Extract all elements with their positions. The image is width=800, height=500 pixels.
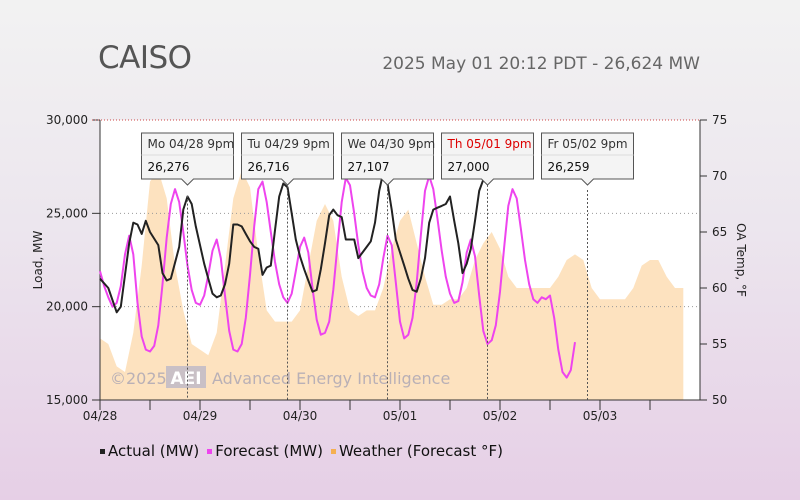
annotation-title: Fr 05/02 9pm (548, 137, 628, 151)
y-tick-label: 15,000 (46, 393, 88, 407)
chart-subtitle: 2025 May 01 20:12 PDT - 26,624 MW (382, 54, 700, 74)
annotation-value: 26,259 (548, 160, 590, 174)
y-axis-label: Load, MW (31, 231, 45, 290)
y2-tick-label: 75 (712, 113, 727, 127)
annotation-title: We 04/30 9pm (348, 137, 436, 151)
x-tick-label: 05/01 (383, 409, 418, 423)
annotation-callout-2: Tu 04/29 9pm 26,716 (241, 132, 334, 400)
watermark-company: Advanced Energy Intelligence (212, 369, 450, 388)
y2-tick-label: 70 (712, 169, 727, 183)
annotation-callout-4: Th 05/01 9pm 27,000 (441, 132, 534, 400)
legend-actual-label: Actual (MW) (108, 442, 200, 460)
y2-tick-label: 65 (712, 225, 727, 239)
watermark-logo: AEI (170, 369, 201, 389)
annotation-box (241, 132, 334, 186)
y2-axis-label: OA Temp, °F (734, 223, 748, 297)
annotation-value: 26,276 (148, 160, 190, 174)
legend-forecast-label: Forecast (MW) (215, 442, 323, 460)
x-tick-label: 04/29 (183, 409, 218, 423)
y2-tick-label: 50 (712, 393, 727, 407)
annotation-callout-3: We 04/30 9pm 27,107 (341, 132, 436, 400)
legend-weather[interactable]: Weather (Forecast °F) (330, 442, 503, 460)
chart-title: CAISO (98, 40, 192, 76)
annotation-title: Mo 04/28 9pm (148, 137, 235, 151)
annotation-value: 27,107 (348, 160, 390, 174)
legend-forecast[interactable]: Forecast (MW) (207, 442, 323, 460)
chart-legend: Actual (MW) Forecast (MW) Weather (Forec… (100, 442, 503, 460)
forecast-line (99, 175, 576, 379)
watermark-logo-box (166, 366, 206, 388)
weather-area (100, 170, 684, 400)
y2-tick-label: 55 (712, 337, 727, 351)
annotation-title: Tu 04/29 9pm (247, 137, 330, 151)
legend-weather-swatch (330, 448, 336, 454)
y-tick-label: 20,000 (46, 300, 88, 314)
annotation-box (341, 132, 434, 186)
legend-actual-swatch (100, 448, 105, 454)
annotation-title: Th 05/01 9pm (447, 137, 532, 151)
annotation-value: 27,000 (448, 160, 490, 174)
annotation-box (141, 132, 234, 186)
annotation-callout-5: Fr 05/02 9pm 26,259 (541, 132, 634, 400)
actual-line (99, 171, 485, 314)
y-tick-label: 30,000 (46, 113, 88, 127)
annotation-box (541, 132, 634, 186)
y-tick-label: 25,000 (46, 206, 88, 220)
x-tick-label: 04/28 (83, 409, 118, 423)
x-tick-label: 05/03 (583, 409, 618, 423)
x-tick-label: 05/02 (483, 409, 518, 423)
annotation-value: 26,716 (248, 160, 290, 174)
annotation-callout-1: Mo 04/28 9pm 26,276 (141, 132, 235, 400)
legend-weather-label: Weather (Forecast °F) (338, 442, 503, 460)
x-tick-label: 04/30 (283, 409, 318, 423)
annotation-box (441, 132, 534, 186)
legend-forecast-swatch (207, 448, 213, 454)
legend-actual[interactable]: Actual (MW) (100, 442, 199, 460)
watermark-year: ©2025 (110, 369, 167, 388)
y2-tick-label: 60 (712, 281, 727, 295)
